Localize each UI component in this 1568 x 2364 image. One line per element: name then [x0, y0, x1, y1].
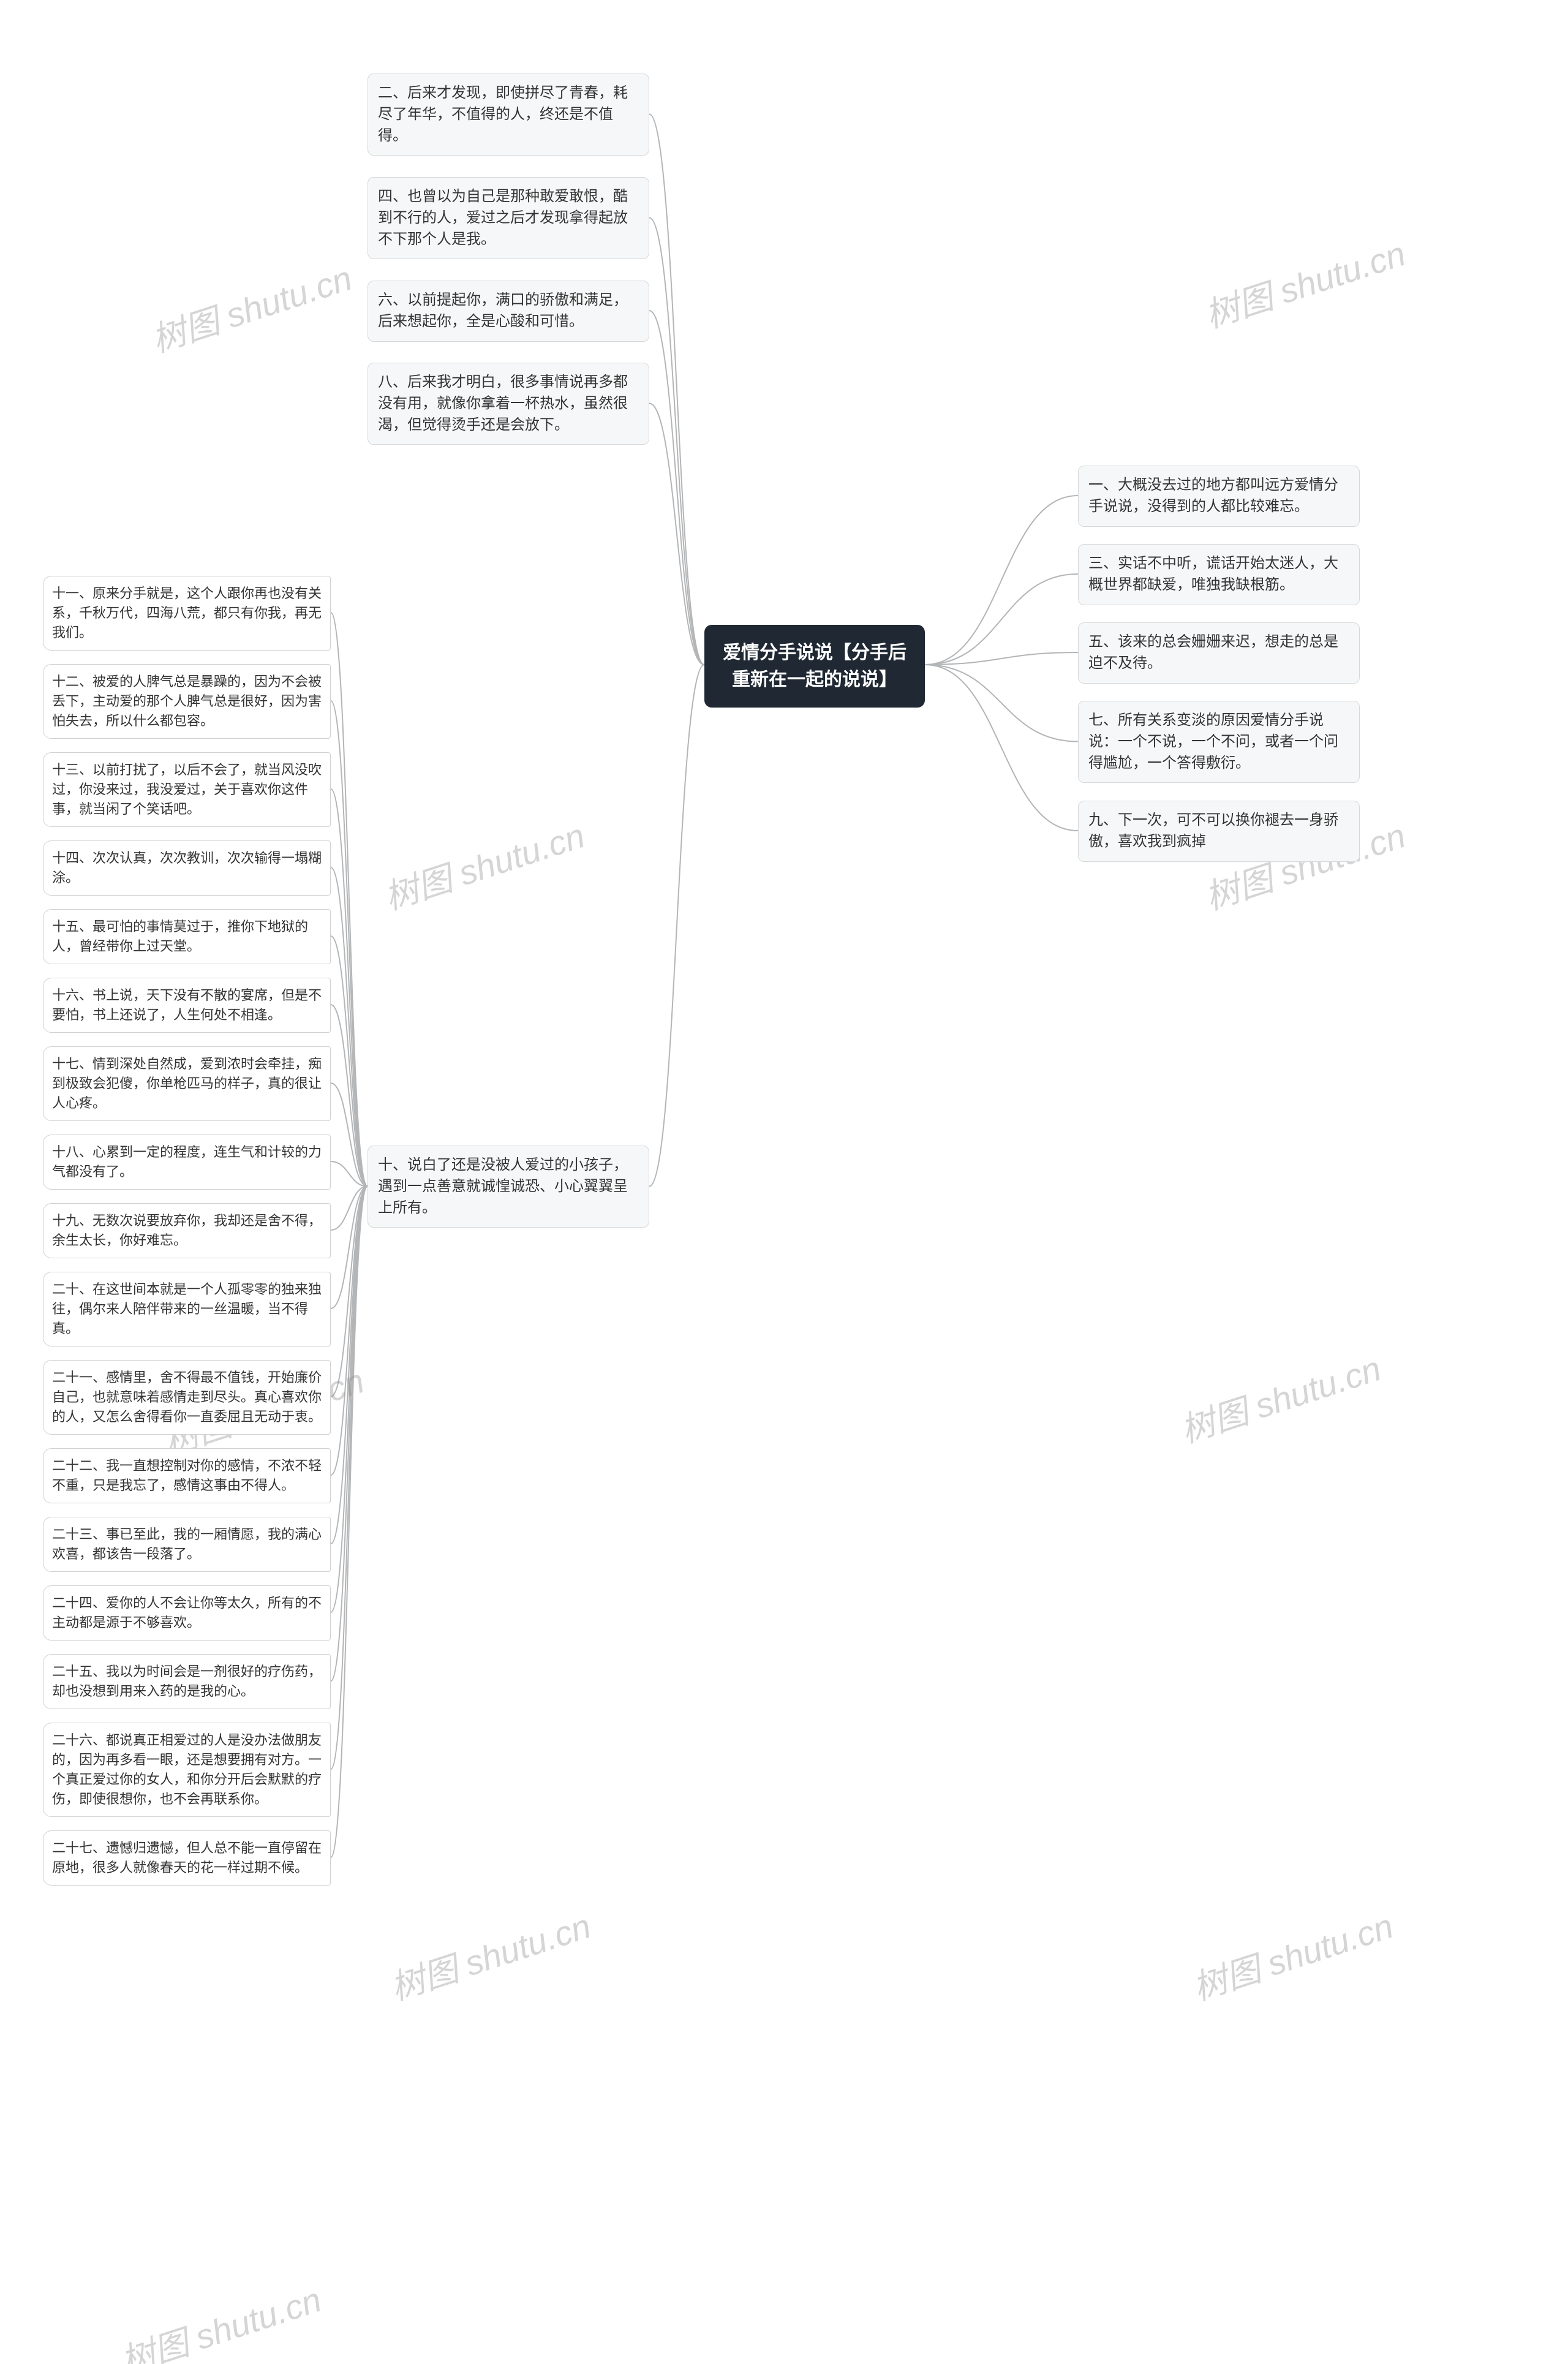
leaf-c13: 十三、以前打扰了，以后不会了，就当风没吹过，你没来过，我没爱过，关于喜欢你这件事…	[43, 752, 331, 827]
branch-r3: 三、实话不中听，谎话开始太迷人，大概世界都缺爱，唯独我缺根筋。	[1078, 544, 1360, 605]
mindmap-canvas: 树图 shutu.cn 树图 shutu.cn 树图 shutu.cn 树图 shut…	[0, 0, 1568, 2364]
leaf-c18: 十八、心累到一定的程度，连生气和计较的力气都没有了。	[43, 1135, 331, 1190]
leaf-c27: 二十七、遗憾归遗憾，但人总不能一直停留在原地，很多人就像春天的花一样过期不候。	[43, 1830, 331, 1886]
branch-r1: 一、大概没去过的地方都叫远方爱情分手说说，没得到的人都比较难忘。	[1078, 466, 1360, 527]
watermark: 树图 shutu.cn	[1198, 227, 1411, 338]
leaf-c17: 十七、情到深处自然成，爱到浓时会牵挂，痴到极致会犯傻，你单枪匹马的样子，真的很让…	[43, 1046, 331, 1121]
branch-l6: 六、以前提起你，满口的骄傲和满足，后来想起你，全是心酸和可惜。	[368, 281, 649, 342]
leaf-c24: 二十四、爱你的人不会让你等太久，所有的不主动都是源于不够喜欢。	[43, 1585, 331, 1641]
leaf-c26: 二十六、都说真正相爱过的人是没办法做朋友的，因为再多看一眼，还是想要拥有对方。一…	[43, 1723, 331, 1817]
leaf-c22: 二十二、我一直想控制对你的感情，不浓不轻不重，只是我忘了，感情这事由不得人。	[43, 1448, 331, 1503]
branch-l8: 八、后来我才明白，很多事情说再多都没有用，就像你拿着一杯热水，虽然很渴，但觉得烫…	[368, 363, 649, 445]
leaf-c21: 二十一、感情里，舍不得最不值钱，开始廉价自己，也就意味着感情走到尽头。真心喜欢你…	[43, 1360, 331, 1435]
branch-l10: 十、说白了还是没被人爱过的小孩子，遇到一点善意就诚惶诚恐、小心翼翼呈上所有。	[368, 1146, 649, 1228]
watermark: 树图 shutu.cn	[114, 2273, 327, 2364]
leaf-c20: 二十、在这世间本就是一个人孤零零的独来独往，偶尔来人陪伴带来的一丝温暖，当不得真…	[43, 1272, 331, 1346]
watermark: 树图 shutu.cn	[1186, 1899, 1399, 2011]
leaf-c11: 十一、原来分手就是，这个人跟你再也没有关系，千秋万代，四海八荒，都只有你我，再无…	[43, 576, 331, 651]
leaf-c15: 十五、最可怕的事情莫过于，推你下地狱的人，曾经带你上过天堂。	[43, 909, 331, 964]
leaf-c23: 二十三、事已至此，我的一厢情愿，我的满心欢喜，都该告一段落了。	[43, 1517, 331, 1572]
watermark: 树图 shutu.cn	[145, 251, 358, 363]
leaf-c14: 十四、次次认真，次次教训，次次输得一塌糊涂。	[43, 840, 331, 896]
branch-r5: 五、该来的总会姗姗来迟，想走的总是迫不及待。	[1078, 622, 1360, 684]
leaf-c12: 十二、被爱的人脾气总是暴躁的，因为不会被丢下，主动爱的那个人脾气总是很好，因为害…	[43, 664, 331, 739]
leaf-c19: 十九、无数次说要放弃你，我却还是舍不得，余生太长，你好难忘。	[43, 1203, 331, 1258]
watermark: 树图 shutu.cn	[377, 809, 590, 920]
root-node: 爱情分手说说【分手后重新在一起的说说】	[704, 625, 925, 708]
branch-r9: 九、下一次，可不可以换你褪去一身骄傲，喜欢我到疯掉	[1078, 801, 1360, 862]
branch-l2: 二、后来才发现，即使拼尽了青春，耗尽了年华，不值得的人，终还是不值得。	[368, 74, 649, 156]
watermark: 树图 shutu.cn	[1174, 1342, 1387, 1453]
leaf-c16: 十六、书上说，天下没有不散的宴席，但是不要怕，书上还说了，人生何处不相逢。	[43, 978, 331, 1033]
watermark: 树图 shutu.cn	[383, 1899, 597, 2011]
branch-l4: 四、也曾以为自己是那种敢爱敢恨，酷到不行的人，爱过之后才发现拿得起放不下那个人是…	[368, 177, 649, 259]
leaf-c25: 二十五、我以为时间会是一剂很好的疗伤药，却也没想到用来入药的是我的心。	[43, 1654, 331, 1709]
branch-r7: 七、所有关系变淡的原因爱情分手说说：一个不说，一个不问，或者一个问得尴尬，一个答…	[1078, 701, 1360, 783]
